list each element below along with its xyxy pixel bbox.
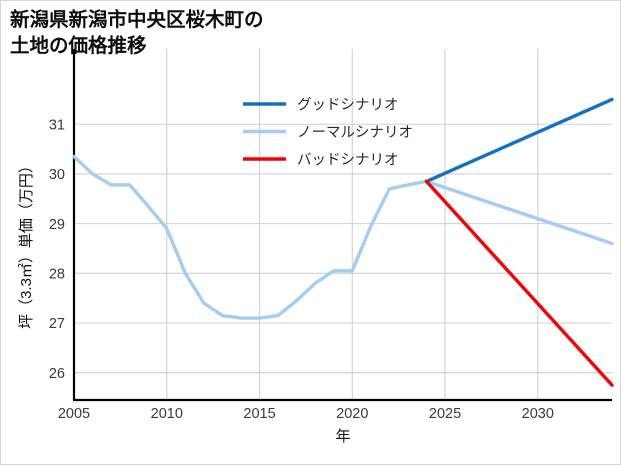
x-tick-label: 2025 [429,406,461,422]
y-tick-label: 27 [49,316,65,332]
x-tick-label: 2020 [336,406,368,422]
y-tick-label: 28 [49,267,65,283]
legend-label: ノーマルシナリオ [297,125,413,141]
x-tick-label: 2030 [522,406,554,422]
y-tick-label: 29 [49,217,65,233]
x-tick-label: 2010 [151,406,183,422]
y-axis-title: 坪（3.3㎡）単価（万円） [18,158,35,329]
series-line [424,179,614,387]
y-tick-label: 30 [49,167,65,183]
x-tick-label: 2005 [58,406,90,422]
series-line [72,154,614,320]
y-tick-label: 31 [49,117,65,133]
legend-label: グッドシナリオ [297,96,399,113]
legend-label: バッドシナリオ [297,152,399,168]
chart-title: 新潟県新潟市中央区桜木町の 土地の価格推移 [10,9,264,57]
x-axis-title: 年 [335,428,350,445]
series-line [424,97,614,184]
y-tick-label: 26 [49,366,65,382]
x-tick-label: 2015 [243,406,275,422]
